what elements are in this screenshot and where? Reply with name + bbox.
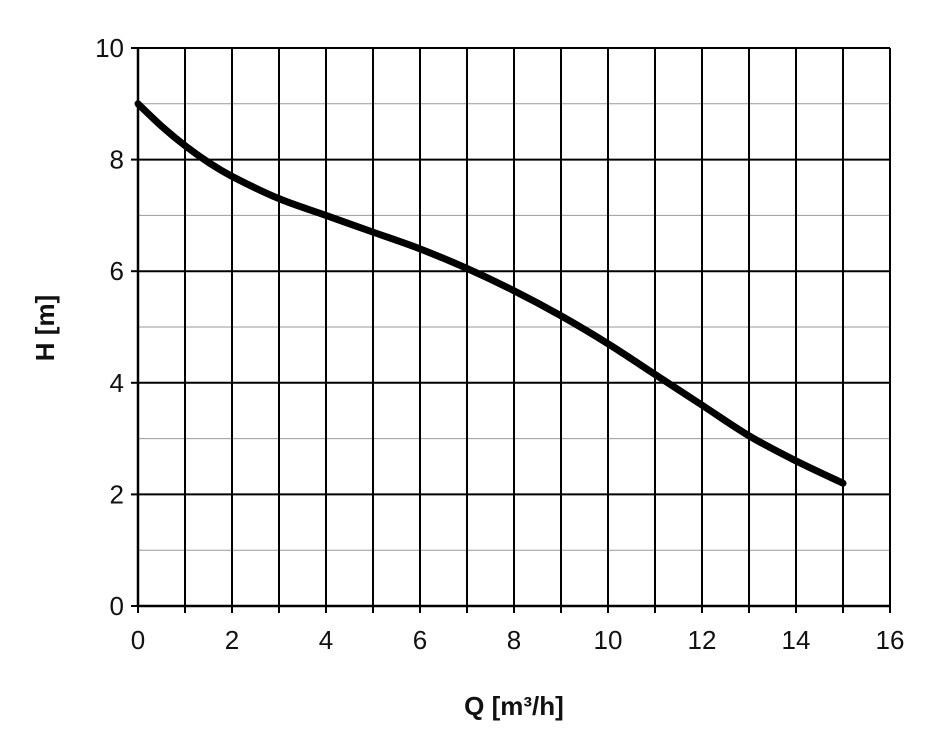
x-tick-label: 2 [225, 625, 239, 655]
series-line [134, 100, 847, 487]
axes-layer [131, 47, 891, 613]
x-tick-label: 4 [319, 625, 333, 655]
x-tick-label: 12 [688, 625, 717, 655]
series-layer [134, 100, 847, 487]
y-tick-label: 2 [110, 479, 124, 509]
y-tick-label: 4 [110, 368, 124, 398]
x-tick-labels: 0 2 4 6 8 10 12 14 16 [131, 625, 905, 655]
y-axis-title: H [m] [30, 295, 60, 361]
x-tick-label: 6 [413, 625, 427, 655]
x-tick-label: 16 [876, 625, 905, 655]
y-tick-label: 0 [110, 591, 124, 621]
x-tick-label: 8 [507, 625, 521, 655]
y-tick-label: 10 [95, 33, 124, 63]
x-tick-label: 0 [131, 625, 145, 655]
x-axis-title: Q [m³/h] [464, 691, 564, 721]
y-tick-label: 6 [110, 256, 124, 286]
y-tick-labels: 0 2 4 6 8 10 [95, 33, 124, 621]
y-tick-label: 8 [110, 145, 124, 175]
x-tick-label: 10 [594, 625, 623, 655]
x-tick-label: 14 [782, 625, 811, 655]
